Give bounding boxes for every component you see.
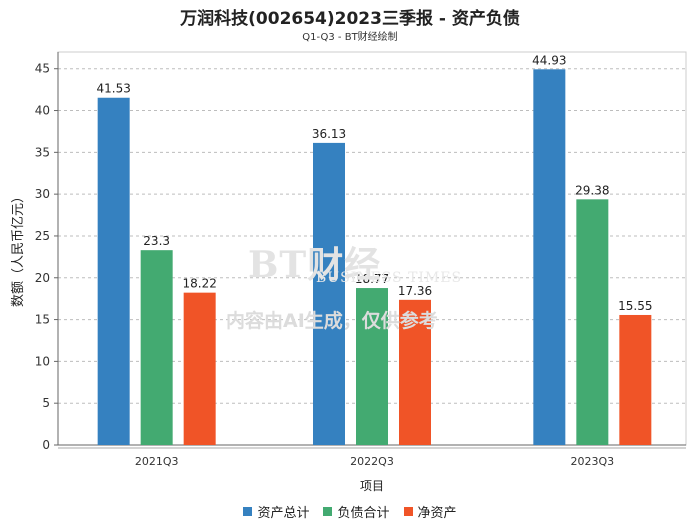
x-tick-label: 2021Q3: [135, 455, 179, 468]
y-tick-label: 40: [35, 104, 50, 118]
legend-label: 资产总计: [257, 506, 310, 521]
y-tick-label: 30: [35, 187, 50, 201]
y-tick-label: 45: [35, 62, 50, 76]
bar: [619, 314, 652, 445]
y-tick-label: 20: [35, 271, 50, 285]
x-axis-label: 项目: [360, 479, 384, 493]
bar-value-label: 18.22: [182, 277, 216, 291]
bar-value-label: 17.36: [398, 284, 432, 298]
y-tick-label: 35: [35, 145, 50, 159]
bar: [313, 142, 345, 445]
bar: [576, 199, 609, 445]
chart-title: 万润科技(002654)2023三季报 - 资产负债: [180, 9, 520, 29]
legend-label: 负债合计: [337, 506, 390, 521]
bar-value-label: 44.93: [532, 53, 566, 67]
chart-subtitle: Q1-Q3 - BT财经绘制: [302, 32, 398, 43]
legend-label: 净资产: [417, 506, 457, 521]
bar-value-label: 41.53: [96, 82, 130, 96]
bar-value-label: 23.3: [143, 234, 170, 248]
bar: [533, 69, 566, 446]
legend-item: 净资产: [403, 502, 457, 521]
bar: [97, 97, 130, 445]
y-tick-label: 5: [42, 396, 50, 410]
bar: [399, 299, 431, 445]
bar: [140, 250, 173, 445]
legend-swatch: [243, 507, 253, 516]
legend-item: 负债合计: [323, 502, 390, 521]
bar-value-label: 36.13: [312, 127, 346, 141]
legend-swatch: [403, 507, 413, 516]
legend-swatch: [323, 507, 333, 516]
x-tick-label: 2023Q3: [571, 455, 615, 468]
y-axis-label: 数额（人民币亿元）: [11, 190, 26, 307]
bar: [183, 292, 216, 445]
bar-value-label: 29.38: [575, 183, 609, 197]
y-tick-label: 0: [42, 438, 50, 452]
bar-value-label: 15.55: [618, 299, 652, 313]
y-tick-label: 10: [35, 354, 50, 368]
bar-value-label: 18.77: [355, 272, 389, 286]
x-tick-label: 2022Q3: [350, 455, 394, 468]
y-tick-label: 25: [35, 229, 50, 243]
legend-item: 资产总计: [243, 502, 309, 521]
chart-legend: 资产总计 负债合计 净资产: [0, 502, 700, 521]
y-tick-label: 15: [35, 313, 50, 327]
bar: [356, 288, 388, 445]
